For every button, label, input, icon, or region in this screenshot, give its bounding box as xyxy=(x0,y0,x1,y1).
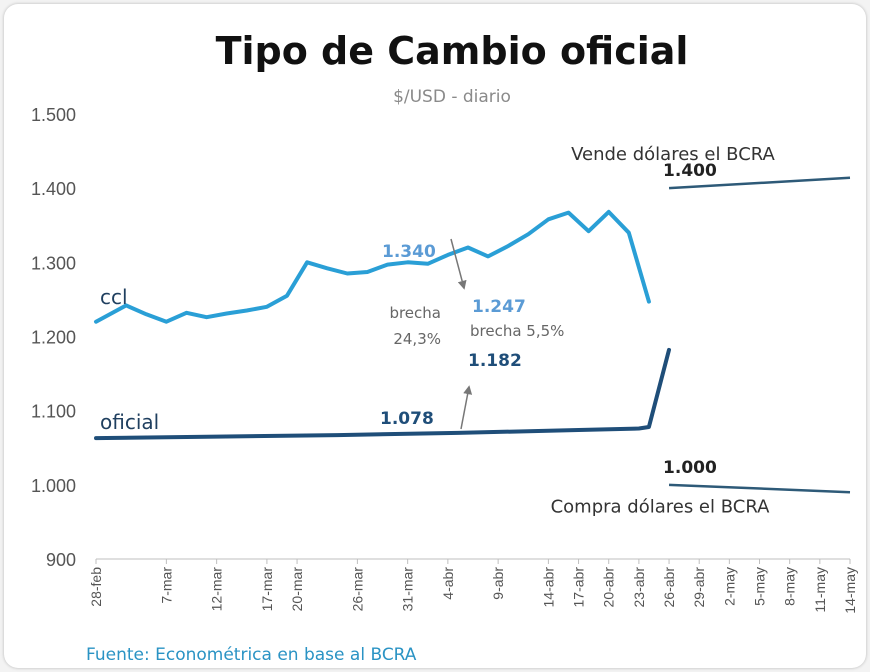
series-label-oficial: oficial xyxy=(100,410,159,434)
x-tick-label: 17-mar xyxy=(259,567,275,612)
x-tick-label: 23-abr xyxy=(631,567,647,608)
x-tick-label: 12-mar xyxy=(209,567,225,612)
x-tick-label: 26-mar xyxy=(349,567,365,612)
x-tick-label: 26-abr xyxy=(661,567,677,608)
chart-subtitle: $/USD - diario xyxy=(393,87,511,107)
x-axis: 28-feb 7-mar 12-mar 17-mar 20-mar 26-mar 31-ma… xyxy=(88,558,858,614)
series-line-oficial xyxy=(94,347,671,441)
x-tick-label: 4-abr xyxy=(440,567,456,600)
x-tick-label: 11-may xyxy=(812,567,828,613)
y-tick-label: 1.100 xyxy=(31,402,76,422)
x-tick-label: 20-abr xyxy=(601,567,617,608)
chart-title: Tipo de Cambio oficial xyxy=(216,29,689,73)
y-axis: 1.500 1.400 1.300 1.200 1.100 1.000 900 xyxy=(31,105,76,570)
x-tick-label: 31-mar xyxy=(400,567,416,612)
arrow-up xyxy=(460,385,473,430)
reference-value-label: 1.000 xyxy=(663,458,717,478)
y-tick-label: 1.400 xyxy=(31,179,76,199)
series-line-ccl xyxy=(94,209,651,324)
arrow-down xyxy=(450,238,467,290)
x-tick-label: 29-abr xyxy=(691,567,707,608)
series-label-ccl: ccl xyxy=(100,285,128,309)
arrows xyxy=(450,238,473,430)
x-tick-label: 17-abr xyxy=(571,567,587,608)
x-tick-label: 5-may xyxy=(752,567,768,606)
reference-line xyxy=(668,176,851,190)
y-tick-label: 900 xyxy=(46,550,76,570)
y-tick-label: 1.500 xyxy=(31,105,76,125)
data-label: 1.078 xyxy=(380,409,434,429)
reference-line-label: Vende dólares el BCRA xyxy=(571,144,775,165)
reference-line xyxy=(668,483,851,494)
chart-card: Tipo de Cambio oficial $/USD - diario 1.… xyxy=(4,4,866,668)
reference-value-label: 1.400 xyxy=(663,161,717,181)
chart-source: Fuente: Econométrica en base al BCRA xyxy=(86,645,417,665)
series-group: ccl oficial xyxy=(94,209,671,441)
gap-note-value: 24,3% xyxy=(393,330,441,348)
gap-note-label: brecha xyxy=(389,304,441,322)
x-tick-label: 14-abr xyxy=(540,567,556,608)
x-tick-label: 2-may xyxy=(721,567,737,606)
x-tick-label: 28-feb xyxy=(88,567,104,607)
y-tick-label: 1.000 xyxy=(31,476,76,496)
x-tick-label: 8-may xyxy=(782,567,798,606)
line-chart: Tipo de Cambio oficial $/USD - diario 1.… xyxy=(31,29,858,665)
reference-line-label: Compra dólares el BCRA xyxy=(551,496,771,517)
annotations: 1.340 1.247 1.182 1.078 brecha 24,3% brecha 5,… xyxy=(380,242,564,429)
y-tick-label: 1.200 xyxy=(31,328,76,348)
x-tick-label: 20-mar xyxy=(289,567,305,612)
data-label: 1.182 xyxy=(468,351,522,371)
data-label: 1.247 xyxy=(472,297,526,317)
x-tick-label: 9-abr xyxy=(490,567,506,600)
gap-note: brecha 5,5% xyxy=(470,322,564,340)
data-label: 1.340 xyxy=(382,242,436,262)
x-tick-label: 14-may xyxy=(842,567,858,614)
y-tick-label: 1.300 xyxy=(31,253,76,273)
x-tick-label: 7-mar xyxy=(158,567,174,604)
